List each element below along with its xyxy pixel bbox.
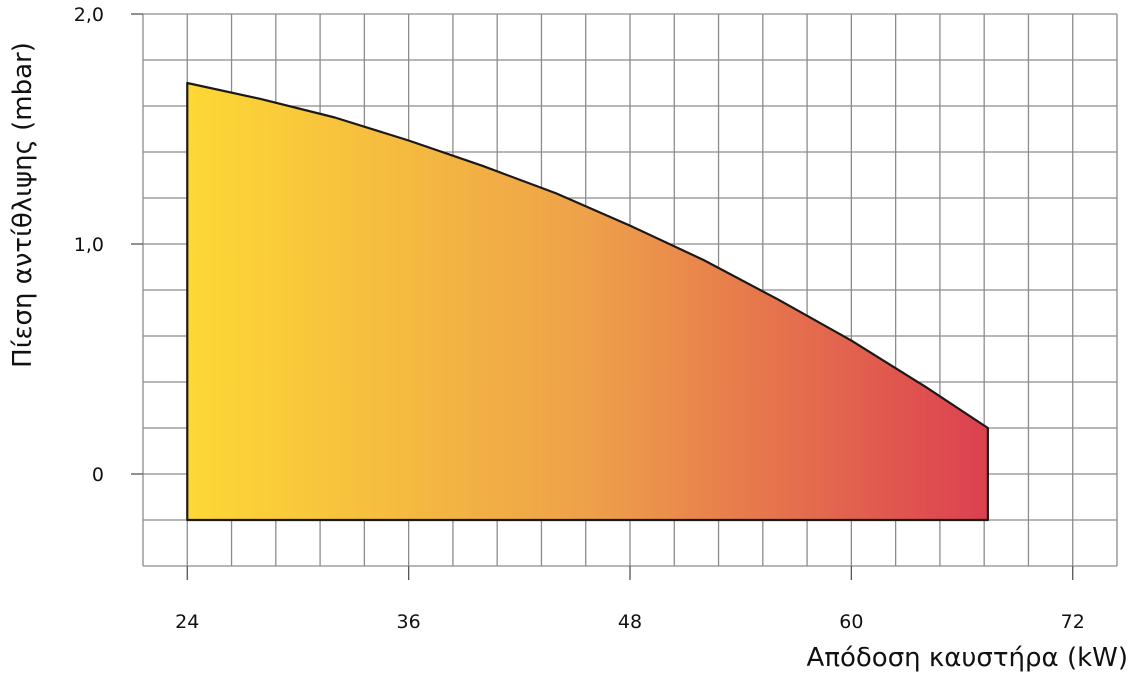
y-tick-label: 1,0 — [74, 234, 104, 256]
y-axis-title: Πίεση αντίθλιψης (mbar) — [8, 42, 38, 368]
y-tick-label: 2,0 — [74, 4, 104, 26]
x-tick-label: 60 — [839, 611, 863, 633]
x-tick-label: 36 — [397, 611, 421, 633]
x-tick-label: 72 — [1061, 611, 1085, 633]
operating-range-area — [186, 81, 989, 522]
x-tick-label: 24 — [175, 611, 199, 633]
x-tick-label: 48 — [618, 611, 642, 633]
x-tick-labels: 24 36 48 60 72 — [175, 566, 1085, 633]
y-tick-labels: 0 1,0 2,0 — [74, 4, 143, 486]
area-layer — [186, 81, 989, 522]
y-tick-label: 0 — [92, 464, 104, 486]
x-axis-title: Απόδοση καυστήρα (kW) — [807, 643, 1128, 673]
